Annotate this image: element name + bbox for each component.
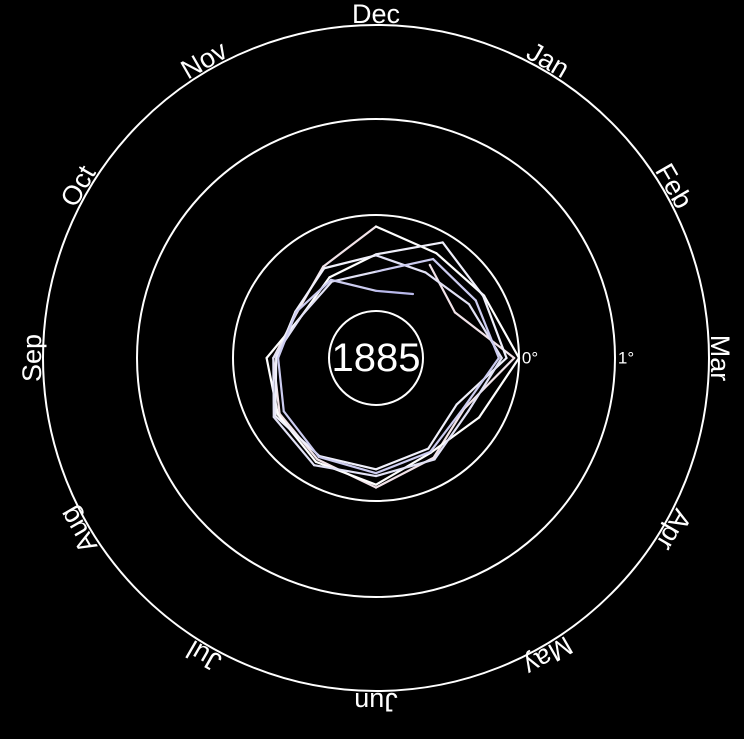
month-label-jan: Jan [522, 36, 575, 84]
month-label-may: May [518, 630, 578, 682]
line-segment-1882-sep [275, 358, 276, 416]
line-segment-1884-may [430, 408, 463, 452]
month-label-mar: Mar [705, 335, 735, 382]
line-segment-1884-oct [278, 312, 296, 358]
month-label-feb: Feb [649, 158, 698, 213]
month-label-jun: Jun [354, 687, 398, 717]
month-label-oct: Oct [55, 160, 102, 212]
line-segment-1885-jan [376, 291, 413, 294]
year-label: 1885 [332, 336, 421, 380]
line-segment-1884-dec [331, 280, 376, 291]
month-label-nov: Nov [176, 35, 233, 85]
month-label-apr: Apr [650, 504, 697, 555]
month-label-aug: Aug [53, 502, 103, 559]
line-segment-1884-jan [376, 259, 433, 272]
line-segment-1880-dec [323, 227, 376, 267]
ring-label-1: 0° [522, 349, 538, 368]
ring-labels-layer: 0° 1° [522, 349, 634, 368]
month-label-jul: Jul [182, 634, 227, 677]
line-segment-1881-aug [278, 415, 316, 462]
month-label-sep: Sep [17, 334, 47, 382]
line-segment-1880-feb [430, 265, 455, 313]
month-label-dec: Dec [352, 0, 400, 29]
line-segment-1883-may [435, 411, 469, 459]
line-segment-1884-apr [463, 358, 499, 408]
line-segment-1883-nov [302, 282, 332, 316]
line-segment-1883-apr [468, 358, 501, 411]
ring-label-2: 1° [618, 349, 634, 368]
